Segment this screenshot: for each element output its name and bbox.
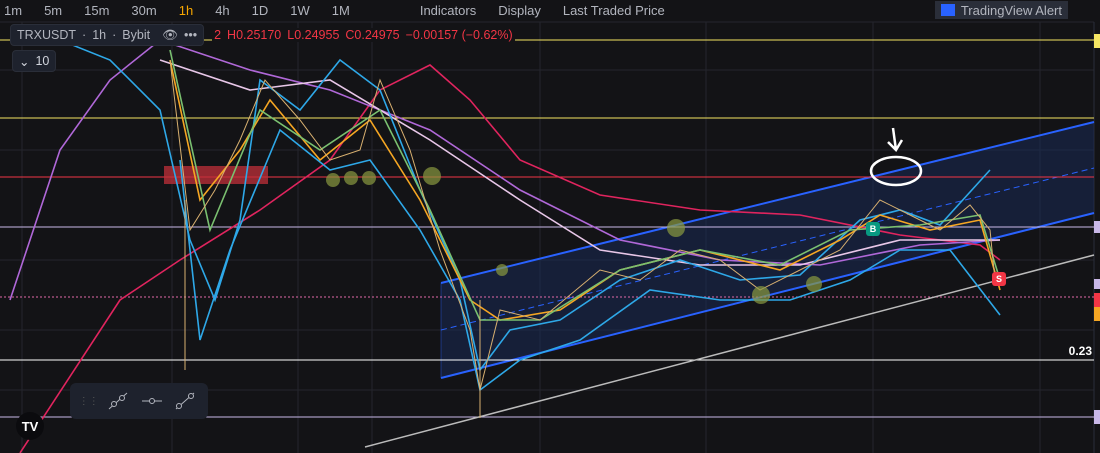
- symbol-name: TRXUSDT: [17, 28, 77, 42]
- trend-line-tool-icon[interactable]: [104, 389, 132, 413]
- legend-interval: 1h: [92, 28, 107, 42]
- tradingview-alert-button[interactable]: TradingView Alert: [934, 1, 1068, 19]
- alert-label: TradingView Alert: [960, 2, 1062, 18]
- interval-5m[interactable]: 5m: [44, 2, 63, 18]
- candles: [169, 59, 996, 391]
- tradingview-logo[interactable]: TV: [16, 412, 44, 440]
- alert-icon: [940, 4, 955, 16]
- ohlc-open-partial: 2: [214, 28, 222, 42]
- interval-30m[interactable]: 30m: [131, 2, 157, 18]
- channel-upper-line[interactable]: [440, 121, 1095, 284]
- interval-4h[interactable]: 4h: [215, 2, 230, 18]
- price-tag-red: [1094, 293, 1100, 307]
- channel-mid-line: [440, 167, 1095, 331]
- price-source-dropdown[interactable]: Last Traded Price: [562, 2, 665, 18]
- drag-handle-icon[interactable]: ⋮⋮: [78, 395, 99, 407]
- ohlc-high: H0.25170: [227, 28, 282, 42]
- buy-signal-badge: B: [866, 222, 880, 236]
- price-tag-orange: [1094, 307, 1100, 321]
- symbol-legend[interactable]: TRXUSDT · 1h · Bybit 👁 •••: [10, 24, 205, 46]
- price-tag-yellow: [1094, 34, 1100, 48]
- supply-zone[interactable]: [164, 166, 268, 184]
- chevron-down-icon: ⌄: [19, 54, 30, 69]
- separator: ·: [82, 28, 87, 42]
- price-tag-lavender: [1094, 279, 1100, 289]
- ray-tool-icon[interactable]: [171, 389, 199, 413]
- interval-1d[interactable]: 1D: [251, 2, 269, 18]
- horizontal-line-tool-icon[interactable]: [138, 389, 166, 413]
- ohlc-low: L0.24955: [287, 28, 340, 42]
- more-icon[interactable]: •••: [183, 28, 198, 42]
- price-tag-lavender: [1094, 410, 1100, 424]
- display-button[interactable]: Display: [498, 2, 541, 18]
- ohlc-change: −0.00157 (−0.62%): [405, 28, 513, 42]
- indicators-button[interactable]: Indicators: [419, 2, 477, 18]
- ohlc-close: C0.24975: [345, 28, 400, 42]
- legend-exchange: Bybit: [122, 28, 151, 42]
- interval-15m[interactable]: 15m: [84, 2, 110, 18]
- interval-1m-month[interactable]: 1M: [331, 2, 350, 18]
- annotation-circle[interactable]: [869, 155, 923, 187]
- annotation-arrow[interactable]: [887, 127, 904, 153]
- interval-1h[interactable]: 1h: [178, 2, 194, 18]
- interval-1m[interactable]: 1m: [4, 2, 23, 18]
- regression-channel-fill: [441, 122, 1094, 378]
- price-axis-label: 0.23: [1068, 344, 1092, 358]
- eye-icon[interactable]: 👁: [162, 27, 178, 42]
- drawing-toolbar: ⋮⋮: [70, 383, 208, 419]
- trend-line[interactable]: [364, 254, 1095, 448]
- interval-toolbar: 1m 5m 15m 30m 1h 4h 1D 1W 1M Indicators …: [4, 1, 687, 19]
- separator: ·: [112, 28, 117, 42]
- interval-1w[interactable]: 1W: [290, 2, 310, 18]
- ohlc-values: 2 H0.25170 L0.24955 C0.24975 −0.00157 (−…: [212, 28, 515, 42]
- indicators-count: 10: [35, 54, 50, 68]
- pivot-markers: [326, 167, 822, 304]
- price-tag-lavender: [1094, 221, 1100, 233]
- sell-signal-badge: S: [992, 272, 1006, 286]
- indicators-collapse-button[interactable]: ⌄ 10: [12, 50, 57, 72]
- legend-row: TRXUSDT · 1h · Bybit 👁 ••• 2 H0.25170 L0…: [10, 24, 515, 46]
